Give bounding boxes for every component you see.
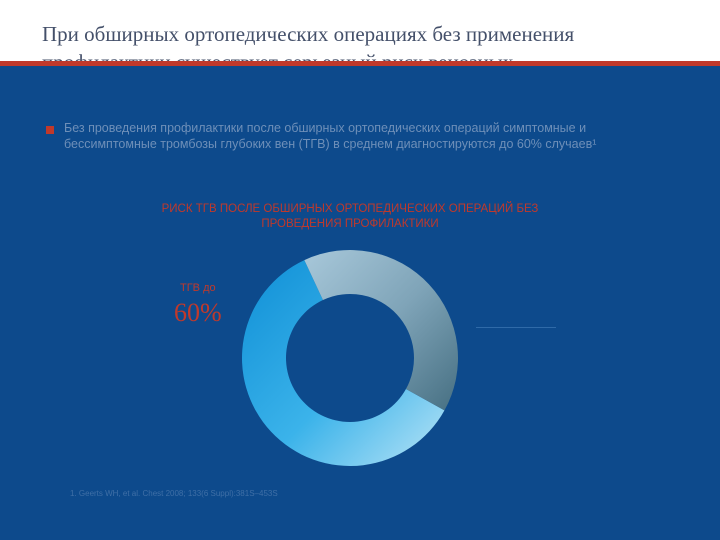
slice-label-caption: ТГВ до: [180, 282, 216, 294]
footnote: 1. Geerts WH, et al. Chest 2008; 133(6 S…: [70, 489, 278, 498]
donut-slice-0: [242, 260, 445, 466]
red-divider: [0, 61, 720, 66]
bullet-square-icon: [46, 126, 54, 134]
donut-slice-1: [304, 250, 458, 411]
leader-line: [476, 327, 556, 328]
chart-title: РИСК ТГВ ПОСЛЕ ОБШИРНЫХ ОРТОПЕДИЧЕСКИХ О…: [161, 203, 539, 230]
bullet-text: Без проведения профилактики после обширн…: [64, 121, 597, 151]
slice-label-value: 60%: [174, 298, 222, 327]
